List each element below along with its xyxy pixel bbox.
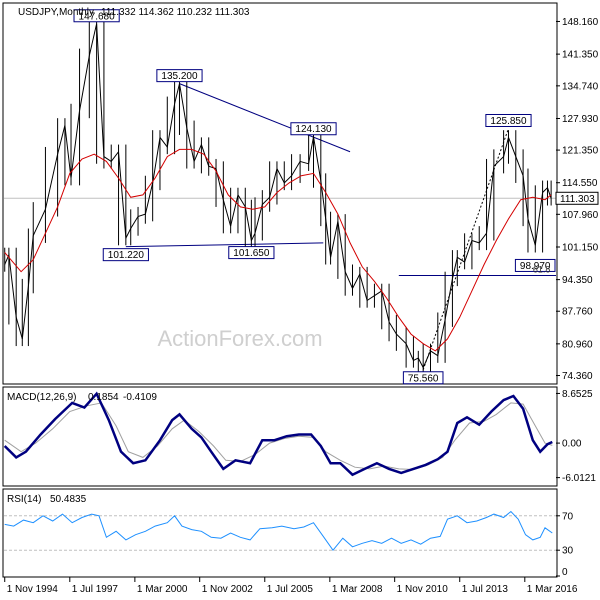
rsi-axis: 70 30 0 bbox=[556, 511, 574, 578]
fib-level-label: 61.8 bbox=[533, 265, 551, 275]
macd-panel-frame bbox=[2, 386, 558, 487]
price-tick-label: 107.960 bbox=[562, 210, 599, 221]
macd-tick-label: 0.00 bbox=[562, 439, 582, 450]
price-tick-label: 141.350 bbox=[562, 50, 599, 61]
x-tick-label: 1 Jul 1997 bbox=[72, 584, 119, 595]
rsi-tick-label: 0 bbox=[562, 567, 568, 578]
price-tick-label: 114.550 bbox=[562, 178, 598, 189]
price-label: 124.130 bbox=[295, 124, 332, 135]
price-tick-label: 121.350 bbox=[562, 146, 599, 157]
price-label: 101.220 bbox=[108, 250, 145, 261]
x-tick-label: 1 Nov 2002 bbox=[202, 584, 254, 595]
macd-signal-line bbox=[4, 402, 553, 471]
current-price-label: 111.303 bbox=[560, 194, 595, 205]
price-label-box bbox=[402, 371, 444, 385]
x-tick-label: 1 Jul 2005 bbox=[267, 584, 314, 595]
price-label: 135.200 bbox=[161, 71, 198, 82]
x-tick-label: 1 Jul 2013 bbox=[462, 584, 509, 595]
macd-series-layer bbox=[3, 391, 553, 477]
x-tick-label: 1 Nov 2010 bbox=[397, 584, 449, 595]
price-label: 125.850 bbox=[490, 116, 527, 127]
price-label: 98.970 bbox=[520, 261, 551, 272]
rsi-line bbox=[4, 510, 553, 552]
rsi-label: RSI(14) bbox=[7, 494, 41, 505]
rsi-panel-frame bbox=[2, 488, 558, 578]
price-label-box bbox=[290, 122, 337, 136]
x-axis: 1 Nov 1994 1 Jul 1997 1 Mar 2000 1 Nov 2002… bbox=[4, 577, 578, 595]
rsi-tick-label: 30 bbox=[562, 546, 574, 557]
macd-tick-label: 8.6525 bbox=[562, 389, 593, 400]
chart-title: USDJPY,Monthly bbox=[18, 7, 94, 18]
price-tick-label: 74.360 bbox=[562, 371, 593, 382]
price-tick-label: 134.740 bbox=[562, 81, 599, 92]
price-series-line bbox=[4, 23, 552, 369]
price-label-box bbox=[156, 69, 203, 83]
rsi-value: 50.4835 bbox=[50, 494, 87, 505]
price-tick-label: 80.960 bbox=[562, 339, 593, 350]
price-tick-label: 94.350 bbox=[562, 275, 593, 286]
price-label-box bbox=[73, 9, 120, 23]
trendline-0 bbox=[179, 83, 351, 153]
x-tick-label: 1 Mar 2000 bbox=[137, 584, 188, 595]
price-label: 75.560 bbox=[408, 373, 439, 384]
price-series-layer bbox=[4, 16, 552, 375]
x-tick-label: 1 Nov 1994 bbox=[7, 584, 59, 595]
price-label-box bbox=[228, 246, 275, 260]
price-tick-label: 87.760 bbox=[562, 307, 593, 318]
price-label-box bbox=[514, 258, 556, 272]
rsi-series-layer bbox=[4, 510, 556, 552]
trendline-1 bbox=[125, 242, 324, 248]
current-price-badge bbox=[555, 191, 599, 205]
price-axis: 148.160 141.350 134.740 127.930 121.350 114.5… bbox=[555, 17, 599, 382]
price-tick-label: 101.150 bbox=[562, 242, 599, 253]
price-tick-label: 127.930 bbox=[562, 114, 599, 125]
price-label: 147.680 bbox=[79, 11, 116, 22]
x-tick-label: 1 Mar 2016 bbox=[527, 584, 578, 595]
price-tick-label: 148.160 bbox=[562, 17, 599, 28]
moving-average-line bbox=[4, 148, 552, 352]
macd-main-line bbox=[3, 391, 553, 477]
price-label-box bbox=[102, 248, 149, 262]
macd-signal-value: -0.4109 bbox=[123, 392, 157, 403]
x-tick-label: 1 Mar 2008 bbox=[332, 584, 383, 595]
ohlc-readout: 111.332 114.362 110.232 111.303 bbox=[101, 7, 250, 18]
macd-axis: 8.6525 0.00 -6.0121 bbox=[556, 389, 596, 484]
price-annotations-layer: 147.680 135.200 124.130 125.850 101.220 101.6… bbox=[73, 9, 556, 385]
watermark: ActionForex.com bbox=[157, 326, 322, 351]
macd-label: MACD(12,26,9) bbox=[7, 392, 76, 403]
price-label: 101.650 bbox=[233, 248, 270, 259]
macd-tick-label: -6.0121 bbox=[562, 473, 596, 484]
price-label-box bbox=[485, 113, 532, 127]
macd-main-value: 0.1854 bbox=[88, 392, 119, 403]
rsi-tick-label: 70 bbox=[562, 511, 574, 522]
